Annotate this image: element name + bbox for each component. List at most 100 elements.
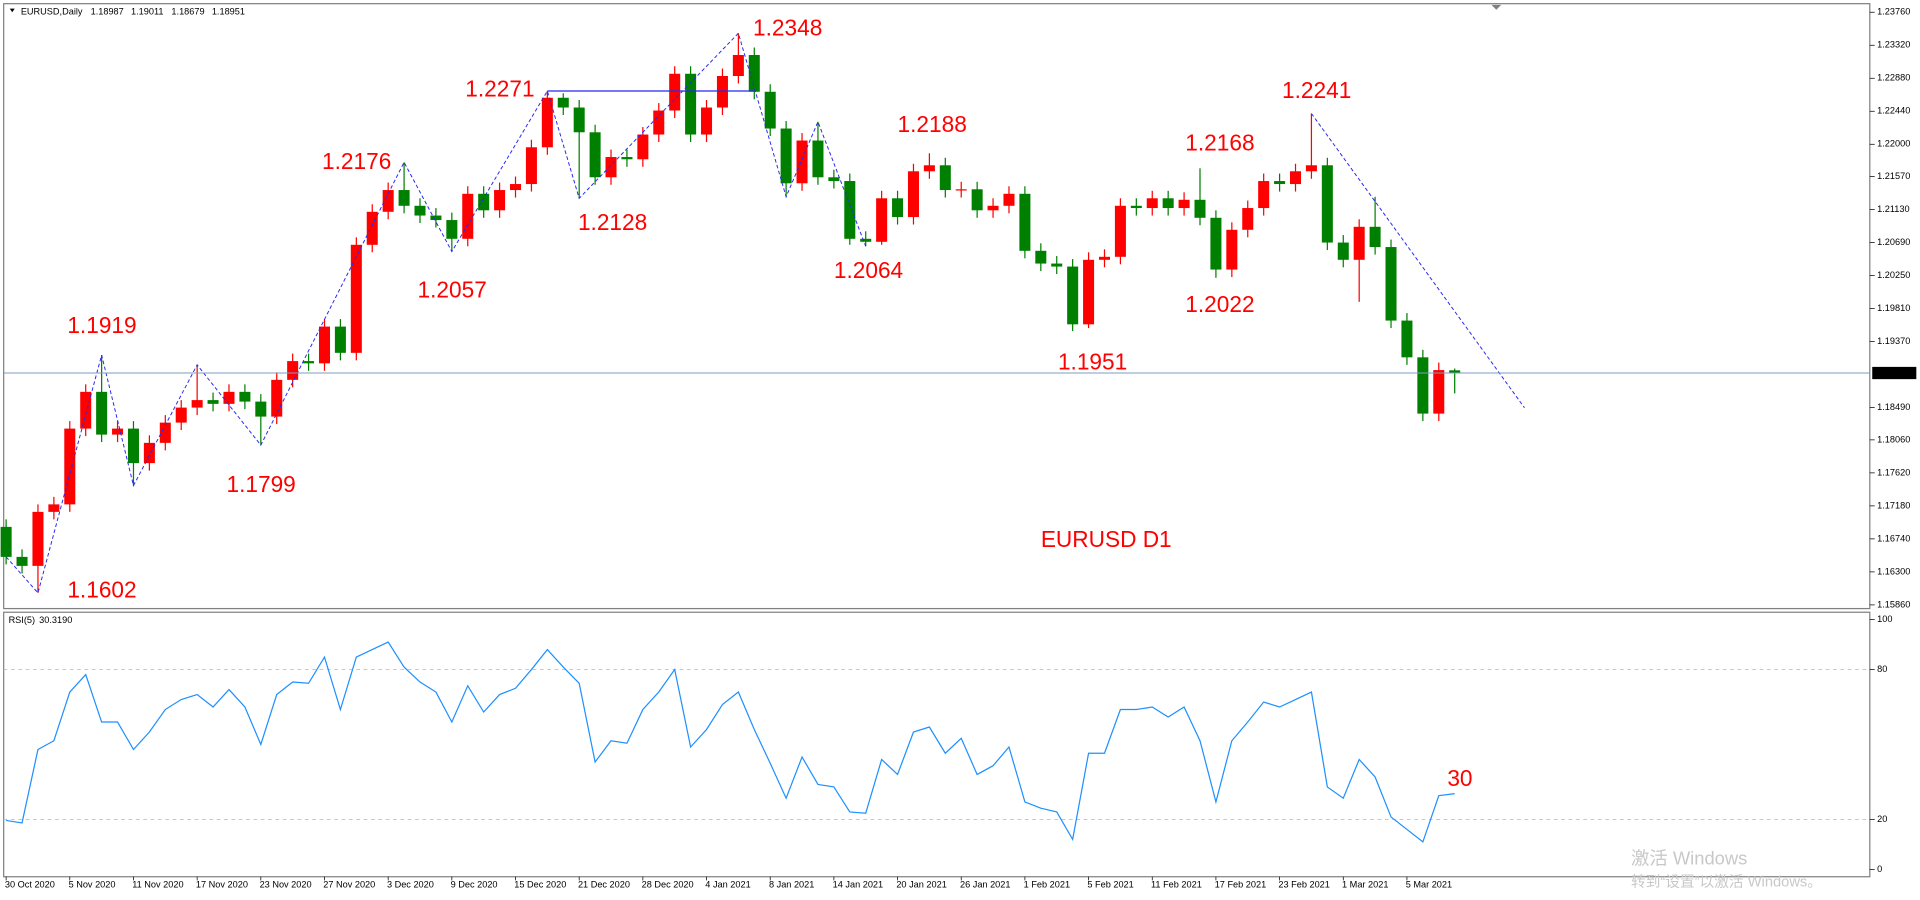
y-tick-label: 1.22880 — [1877, 73, 1910, 83]
candle-body — [637, 134, 649, 160]
candle-body — [1353, 226, 1365, 260]
candle-body — [64, 428, 76, 505]
candle-body — [271, 379, 283, 417]
price-panel — [3, 3, 1871, 610]
candle-body — [1178, 199, 1190, 209]
rsi-title: RSI(5) — [9, 615, 35, 625]
y-tick-label: 1.21130 — [1877, 204, 1909, 214]
y-tick-label: 1.20690 — [1877, 237, 1910, 247]
candle-body — [955, 189, 967, 191]
y-tick-label: 1.20250 — [1877, 270, 1910, 280]
rsi-panel — [3, 611, 1871, 878]
y-tick-label: 100 — [1877, 614, 1892, 624]
candle-body — [1083, 259, 1095, 325]
x-tick-label: 20 Jan 2021 — [896, 880, 946, 890]
header-high: 1.19011 — [131, 7, 163, 17]
y-tick-label: 1.18490 — [1877, 402, 1910, 412]
candle-body — [48, 504, 60, 512]
candle-body — [1051, 263, 1063, 267]
candle-body — [462, 193, 474, 239]
candle-body — [1305, 165, 1317, 172]
candle-body — [987, 205, 999, 211]
candle-body — [32, 511, 44, 566]
x-tick-label: 30 Oct 2020 — [5, 880, 55, 890]
candle-body — [446, 220, 458, 239]
candle-body — [350, 244, 362, 353]
pivot-label: 1.1799 — [227, 471, 296, 497]
candle-body — [510, 184, 522, 191]
candle-body — [255, 401, 267, 417]
shift-marker — [1491, 4, 1502, 10]
candle-body — [112, 428, 124, 435]
y-tick-label: 1.22000 — [1877, 139, 1910, 149]
pivot-label: 1.2176 — [322, 148, 391, 174]
pivot-label: 1.2188 — [898, 111, 967, 137]
candle-body — [366, 211, 378, 245]
y-tick-label: 1.23760 — [1877, 7, 1910, 17]
y-tick-label: 1.16740 — [1877, 533, 1910, 543]
candle-body — [207, 400, 219, 404]
candle-body — [780, 128, 792, 184]
candle-body — [541, 97, 553, 148]
candle-body — [971, 189, 983, 211]
candle-body — [334, 326, 346, 353]
y-tick-label: 1.23320 — [1877, 40, 1910, 50]
y-tick-label: 1.22440 — [1877, 106, 1910, 116]
rsi-label: 30 — [1447, 765, 1472, 791]
candle-body — [1433, 370, 1445, 414]
candle-body — [589, 132, 601, 178]
x-tick-label: 9 Dec 2020 — [451, 880, 498, 890]
candle-body — [175, 407, 187, 423]
watermark-title: 激活 Windows — [1631, 847, 1747, 868]
chart-subtitle: EURUSD D1 — [1041, 526, 1172, 552]
candle-body — [939, 165, 951, 191]
x-tick-label: 1 Mar 2021 — [1342, 880, 1388, 890]
candle-body — [1019, 193, 1031, 251]
candle-body — [96, 391, 108, 435]
pivot-label: 1.1951 — [1058, 349, 1127, 375]
pivot-label: 1.2271 — [465, 76, 534, 102]
candle-body — [1067, 266, 1079, 325]
candle-body — [287, 361, 299, 380]
x-tick-label: 8 Jan 2021 — [769, 880, 814, 890]
pivot-label: 1.2064 — [834, 257, 903, 283]
y-tick-label: 1.17180 — [1877, 500, 1910, 510]
y-tick-label: 1.17620 — [1877, 467, 1910, 477]
candle-body — [382, 190, 394, 212]
candle-body — [828, 177, 840, 182]
pivot-label: 1.2022 — [1185, 291, 1254, 317]
candle-body — [812, 140, 824, 178]
candle-body — [669, 73, 681, 111]
candle-body — [1003, 193, 1015, 206]
candle-body — [127, 428, 139, 464]
candle-body — [1385, 247, 1397, 321]
candle-body — [223, 391, 235, 404]
x-tick-label: 23 Feb 2021 — [1278, 880, 1330, 890]
x-tick-label: 15 Dec 2020 — [514, 880, 566, 890]
candle-body — [303, 361, 315, 364]
candle-body — [1226, 229, 1238, 270]
candle-body — [1449, 370, 1461, 374]
menu-arrow[interactable] — [9, 8, 15, 13]
candle-body — [1035, 250, 1047, 264]
pivot-label: 1.2241 — [1282, 77, 1351, 103]
x-tick-label: 3 Dec 2020 — [387, 880, 434, 890]
candle-body — [478, 193, 490, 211]
x-tick-label: 21 Dec 2020 — [578, 880, 630, 890]
candle-body — [398, 190, 410, 206]
x-tick-label: 5 Feb 2021 — [1087, 880, 1133, 890]
candle-body — [318, 326, 330, 364]
candle-body — [685, 73, 697, 135]
y-tick-label: 0 — [1877, 864, 1882, 874]
candle-body — [653, 110, 665, 135]
pivot-label: 1.2348 — [753, 14, 822, 40]
candle-body — [1401, 320, 1413, 358]
pivot-label: 1.2128 — [578, 209, 647, 235]
candle-body — [239, 391, 251, 402]
candle-body — [844, 181, 856, 239]
y-tick-label: 1.21570 — [1877, 171, 1910, 181]
x-tick-label: 14 Jan 2021 — [833, 880, 883, 890]
trend-line — [1311, 113, 1525, 409]
